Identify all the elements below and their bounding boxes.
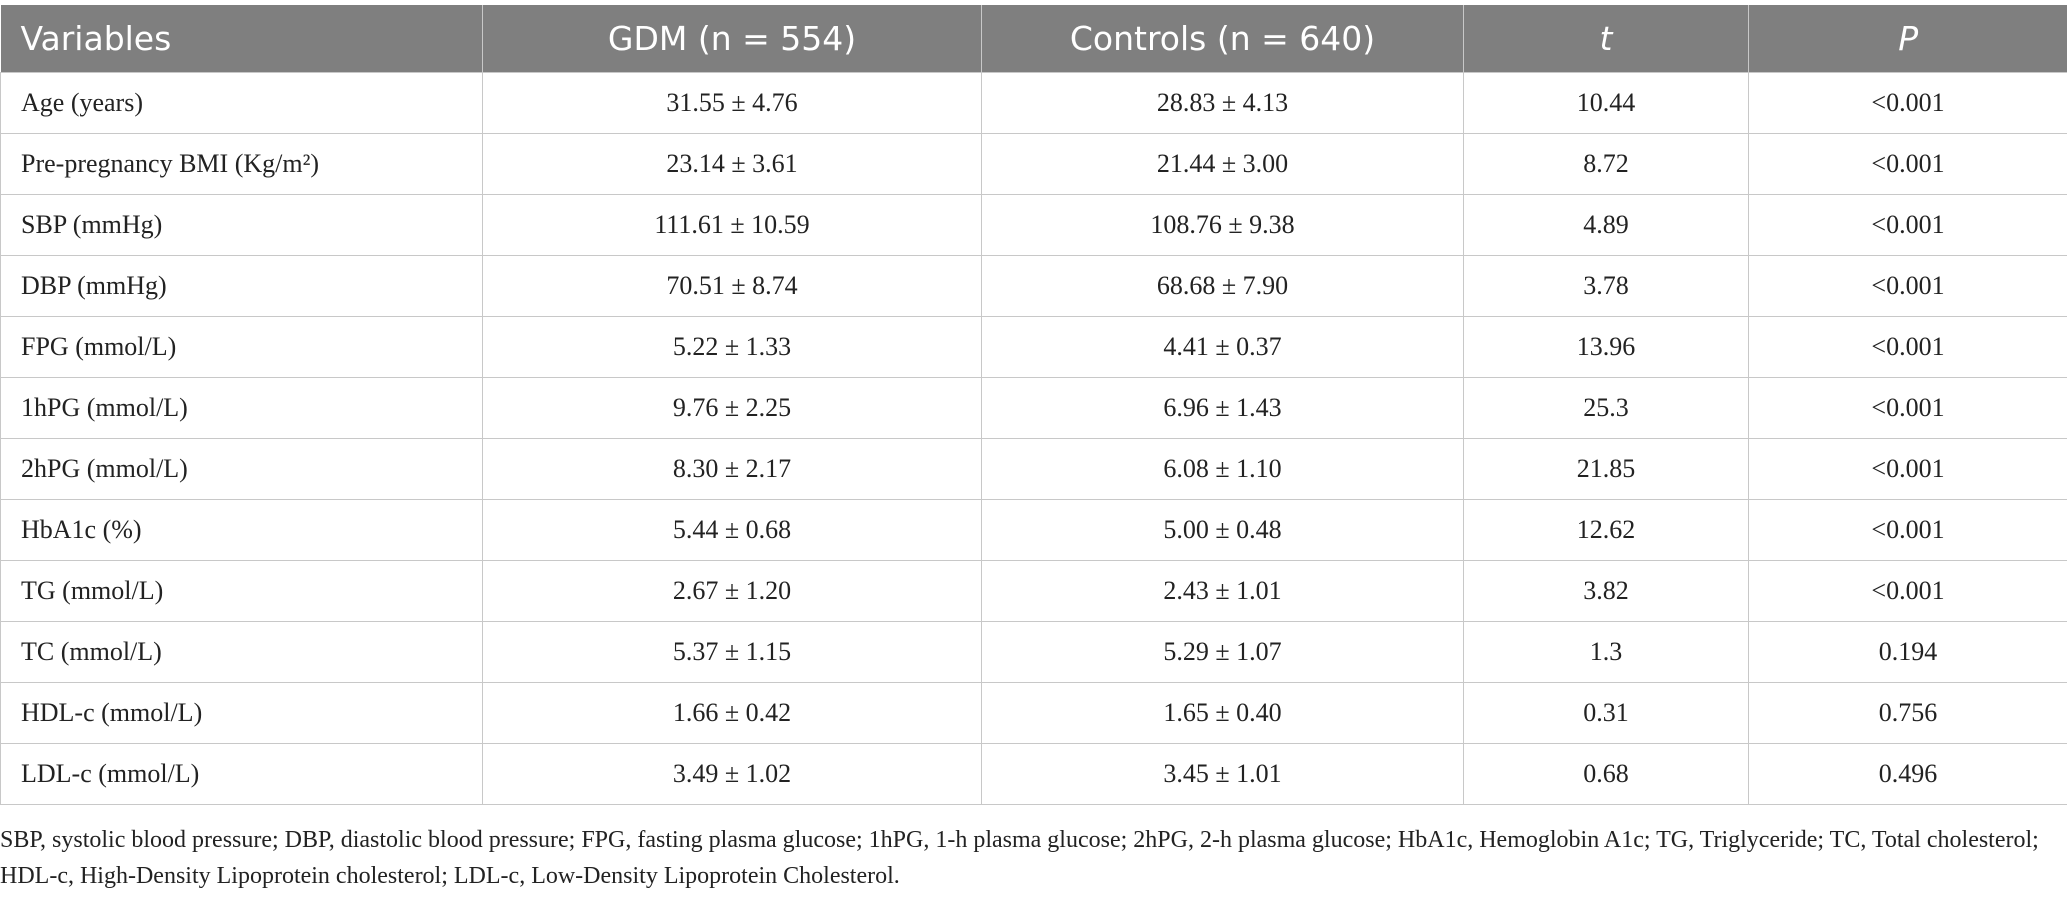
table-cell: 6.96 ± 1.43 xyxy=(981,377,1464,439)
table-row: Pre-pregnancy BMI (Kg/m²) 23.14 ± 3.61 21.… xyxy=(0,133,2067,195)
table-cell: 1.66 ± 0.42 xyxy=(482,682,982,744)
table-cell: 1.3 xyxy=(1463,621,1749,683)
row-label: TG (mmol/L) xyxy=(0,560,483,622)
footnote: SBP, systolic blood pressure; DBP, diast… xyxy=(0,827,2039,889)
row-label: TC (mmol/L) xyxy=(0,621,483,683)
table-cell: 2.67 ± 1.20 xyxy=(482,560,982,622)
table-cell: 0.194 xyxy=(1748,621,2067,683)
table-cell: 4.89 xyxy=(1463,194,1749,256)
row-label: Age (years) xyxy=(0,72,483,134)
table-cell: <0.001 xyxy=(1748,133,2067,195)
table-cell: <0.001 xyxy=(1748,560,2067,622)
row-label: HbA1c (%) xyxy=(0,499,483,561)
table-cell: 5.44 ± 0.68 xyxy=(482,499,982,561)
table-cell: 23.14 ± 3.61 xyxy=(482,133,982,195)
row-label: 1hPG (mmol/L) xyxy=(0,377,483,439)
table-cell: 25.3 xyxy=(1463,377,1749,439)
table-cell: 68.68 ± 7.90 xyxy=(981,255,1464,317)
row-label: Pre-pregnancy BMI (Kg/m²) xyxy=(0,133,483,195)
table-cell: <0.001 xyxy=(1748,255,2067,317)
table-row: SBP (mmHg) 111.61 ± 10.59 108.76 ± 9.38 4.8… xyxy=(0,194,2067,256)
table-cell: 9.76 ± 2.25 xyxy=(482,377,982,439)
table-head: Variables GDM (n = 554) Controls (n = 640)… xyxy=(0,5,2067,73)
table-cell: 1.65 ± 0.40 xyxy=(981,682,1464,744)
table-cell: 108.76 ± 9.38 xyxy=(981,194,1464,256)
table-cell: 13.96 xyxy=(1463,316,1749,378)
table-cell: 3.45 ± 1.01 xyxy=(981,743,1464,805)
table-cell: 8.30 ± 2.17 xyxy=(482,438,982,500)
table-cell: 5.00 ± 0.48 xyxy=(981,499,1464,561)
row-label: FPG (mmol/L) xyxy=(0,316,483,378)
table-cell: <0.001 xyxy=(1748,438,2067,500)
table-row: TC (mmol/L) 5.37 ± 1.15 5.29 ± 1.07 1.3 0.19… xyxy=(0,621,2067,683)
table-cell: 21.44 ± 3.00 xyxy=(981,133,1464,195)
table-row: FPG (mmol/L) 5.22 ± 1.33 4.41 ± 0.37 13.96 <… xyxy=(0,316,2067,378)
table-cell: 0.68 xyxy=(1463,743,1749,805)
table-cell: 12.62 xyxy=(1463,499,1749,561)
table-cell: 2.43 ± 1.01 xyxy=(981,560,1464,622)
table-row: DBP (mmHg) 70.51 ± 8.74 68.68 ± 7.90 3.78 <0… xyxy=(0,255,2067,317)
data-table: Variables GDM (n = 554) Controls (n = 640)… xyxy=(0,5,2067,805)
header-cell: Controls (n = 640) xyxy=(981,5,1464,73)
header-cell: t xyxy=(1463,5,1749,73)
table-cell: 3.78 xyxy=(1463,255,1749,317)
table-cell: 10.44 xyxy=(1463,72,1749,134)
header-row: Variables GDM (n = 554) Controls (n = 640)… xyxy=(0,5,2067,73)
table-row: TG (mmol/L) 2.67 ± 1.20 2.43 ± 1.01 3.82 <0.… xyxy=(0,560,2067,622)
table-cell: 3.49 ± 1.02 xyxy=(482,743,982,805)
row-label: HDL-c (mmol/L) xyxy=(0,682,483,744)
table-cell: <0.001 xyxy=(1748,72,2067,134)
table-row: HDL-c (mmol/L) 1.66 ± 0.42 1.65 ± 0.40 0.31… xyxy=(0,682,2067,744)
header-cell: P xyxy=(1748,5,2067,73)
table-row: 2hPG (mmol/L) 8.30 ± 2.17 6.08 ± 1.10 21.85… xyxy=(0,438,2067,500)
table-cell: <0.001 xyxy=(1748,316,2067,378)
table-cell: <0.001 xyxy=(1748,499,2067,561)
table-cell: 21.85 xyxy=(1463,438,1749,500)
table-row: 1hPG (mmol/L) 9.76 ± 2.25 6.96 ± 1.43 25.3 <… xyxy=(0,377,2067,439)
table-row: LDL-c (mmol/L) 3.49 ± 1.02 3.45 ± 1.01 0.68… xyxy=(0,743,2067,805)
table-cell: <0.001 xyxy=(1748,377,2067,439)
table-cell: 70.51 ± 8.74 xyxy=(482,255,982,317)
table-cell: 5.37 ± 1.15 xyxy=(482,621,982,683)
table-cell: 0.496 xyxy=(1748,743,2067,805)
table-cell: 4.41 ± 0.37 xyxy=(981,316,1464,378)
row-label: LDL-c (mmol/L) xyxy=(0,743,483,805)
table-cell: 3.82 xyxy=(1463,560,1749,622)
row-label: SBP (mmHg) xyxy=(0,194,483,256)
row-label: DBP (mmHg) xyxy=(0,255,483,317)
table-cell: 5.22 ± 1.33 xyxy=(482,316,982,378)
table-cell: <0.001 xyxy=(1748,194,2067,256)
table-body: Age (years) 31.55 ± 4.76 28.83 ± 4.13 10.44… xyxy=(0,72,2067,805)
header-cell: GDM (n = 554) xyxy=(482,5,982,73)
table-cell: 6.08 ± 1.10 xyxy=(981,438,1464,500)
header-cell: Variables xyxy=(0,5,483,73)
table-row: HbA1c (%) 5.44 ± 0.68 5.00 ± 0.48 12.62 <0.0… xyxy=(0,499,2067,561)
row-label: 2hPG (mmol/L) xyxy=(0,438,483,500)
table-cell: 8.72 xyxy=(1463,133,1749,195)
table-cell: 28.83 ± 4.13 xyxy=(981,72,1464,134)
table-row: Age (years) 31.55 ± 4.76 28.83 ± 4.13 10.44… xyxy=(0,72,2067,134)
table-cell: 31.55 ± 4.76 xyxy=(482,72,982,134)
table-cell: 5.29 ± 1.07 xyxy=(981,621,1464,683)
table-cell: 111.61 ± 10.59 xyxy=(482,194,982,256)
table-cell: 0.31 xyxy=(1463,682,1749,744)
table-cell: 0.756 xyxy=(1748,682,2067,744)
